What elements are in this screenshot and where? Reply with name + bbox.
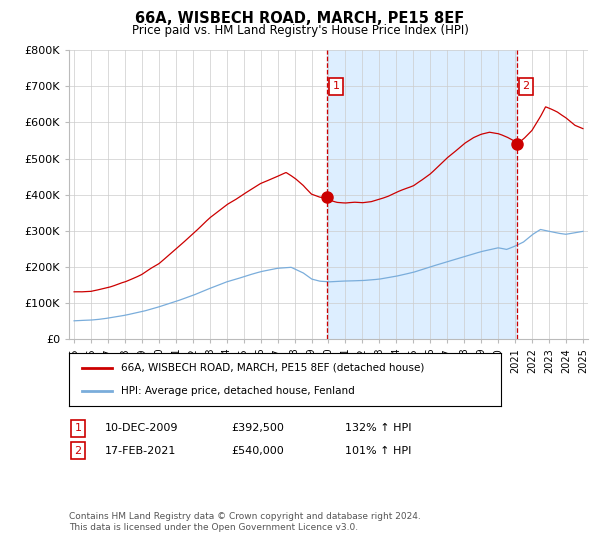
Text: Contains HM Land Registry data © Crown copyright and database right 2024.
This d: Contains HM Land Registry data © Crown c… [69,512,421,532]
Text: £540,000: £540,000 [231,446,284,456]
Text: 10-DEC-2009: 10-DEC-2009 [105,423,179,433]
Text: 132% ↑ HPI: 132% ↑ HPI [345,423,412,433]
Text: 66A, WISBECH ROAD, MARCH, PE15 8EF: 66A, WISBECH ROAD, MARCH, PE15 8EF [136,11,464,26]
Text: £392,500: £392,500 [231,423,284,433]
Text: 17-FEB-2021: 17-FEB-2021 [105,446,176,456]
Text: 2: 2 [74,446,82,456]
Text: 2: 2 [522,81,529,91]
Text: 101% ↑ HPI: 101% ↑ HPI [345,446,412,456]
Bar [328,50,517,339]
Text: 1: 1 [74,423,82,433]
Text: HPI: Average price, detached house, Fenland: HPI: Average price, detached house, Fenl… [121,386,355,396]
Text: 66A, WISBECH ROAD, MARCH, PE15 8EF (detached house): 66A, WISBECH ROAD, MARCH, PE15 8EF (deta… [121,363,424,373]
Text: Price paid vs. HM Land Registry's House Price Index (HPI): Price paid vs. HM Land Registry's House … [131,24,469,36]
Text: 1: 1 [332,81,340,91]
